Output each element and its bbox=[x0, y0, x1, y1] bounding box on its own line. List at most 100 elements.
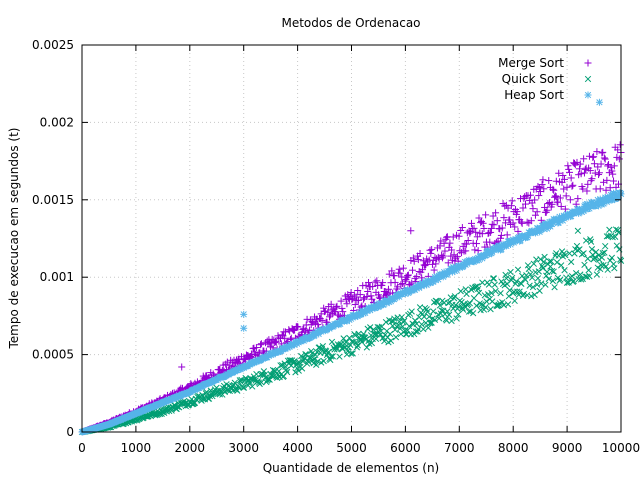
data-point bbox=[281, 334, 289, 342]
data-point bbox=[426, 246, 434, 254]
data-point bbox=[436, 242, 444, 250]
data-point bbox=[612, 233, 619, 240]
data-point bbox=[574, 195, 582, 203]
data-point bbox=[340, 335, 347, 342]
data-point bbox=[480, 224, 488, 232]
data-point bbox=[435, 255, 443, 263]
data-point bbox=[298, 365, 306, 372]
data-point bbox=[406, 323, 413, 330]
data-point bbox=[538, 280, 545, 287]
grid bbox=[82, 45, 621, 432]
data-point bbox=[542, 281, 549, 288]
data-point bbox=[519, 204, 527, 212]
data-point bbox=[549, 185, 557, 193]
data-point bbox=[534, 182, 542, 190]
data-point bbox=[379, 279, 387, 287]
data-point bbox=[466, 300, 474, 307]
data-point bbox=[579, 185, 587, 193]
data-point bbox=[354, 287, 362, 295]
data-point bbox=[462, 247, 470, 255]
data-point bbox=[427, 249, 435, 257]
data-point bbox=[472, 240, 480, 248]
y-tick-label: 0 bbox=[66, 425, 74, 439]
data-point-outlier bbox=[595, 98, 603, 106]
data-point bbox=[410, 257, 418, 265]
data-point bbox=[382, 318, 390, 326]
data-point bbox=[599, 148, 607, 156]
data-point bbox=[597, 261, 605, 269]
data-point bbox=[590, 153, 598, 161]
data-point bbox=[237, 378, 244, 385]
data-point bbox=[423, 258, 431, 266]
data-point bbox=[531, 211, 539, 219]
data-point bbox=[483, 298, 490, 305]
data-point bbox=[594, 163, 602, 171]
data-point bbox=[570, 277, 577, 285]
data-point bbox=[470, 224, 478, 232]
data-point bbox=[463, 290, 470, 298]
data-point bbox=[528, 274, 536, 281]
data-point bbox=[608, 254, 616, 261]
data-point bbox=[540, 258, 547, 265]
data-point bbox=[601, 155, 609, 163]
data-point bbox=[333, 302, 341, 310]
data-point bbox=[465, 300, 472, 308]
data-point bbox=[511, 223, 519, 231]
data-point bbox=[602, 242, 609, 250]
data-point bbox=[561, 267, 568, 274]
data-point bbox=[561, 205, 569, 213]
y-tick-label: 0.0025 bbox=[32, 38, 74, 52]
x-tick-label: 1000 bbox=[121, 441, 152, 455]
data-point bbox=[352, 339, 360, 346]
data-point bbox=[338, 304, 346, 312]
data-point bbox=[545, 177, 553, 185]
data-point bbox=[363, 344, 371, 351]
data-point bbox=[415, 326, 422, 333]
data-point bbox=[585, 267, 592, 274]
data-point bbox=[327, 300, 335, 308]
data-point bbox=[550, 268, 557, 275]
data-point bbox=[548, 200, 556, 208]
data-point bbox=[525, 265, 532, 273]
data-point bbox=[573, 158, 581, 166]
data-point bbox=[586, 167, 594, 175]
data-point bbox=[390, 272, 398, 280]
data-point bbox=[351, 301, 359, 309]
data-point bbox=[421, 313, 428, 320]
data-point bbox=[541, 253, 548, 261]
y-axis-label: Tempo de execucao em segundos (t) bbox=[7, 128, 21, 350]
data-point bbox=[576, 160, 584, 168]
data-point bbox=[457, 227, 465, 235]
data-point bbox=[528, 293, 535, 300]
x-tick-label: 6000 bbox=[390, 441, 421, 455]
data-point bbox=[418, 321, 425, 328]
data-point bbox=[321, 308, 329, 316]
x-tick-label: 2000 bbox=[175, 441, 206, 455]
data-point bbox=[308, 350, 316, 357]
data-point bbox=[567, 174, 575, 182]
data-point bbox=[294, 323, 302, 331]
x-tick-label: 0 bbox=[78, 441, 86, 455]
data-point bbox=[397, 281, 405, 289]
data-point bbox=[272, 338, 280, 346]
data-point bbox=[376, 331, 384, 339]
data-point bbox=[548, 258, 555, 265]
data-point bbox=[514, 227, 522, 235]
data-point bbox=[257, 340, 265, 348]
data-point bbox=[349, 350, 356, 357]
y-tick-label: 0.0005 bbox=[32, 348, 74, 362]
data-point bbox=[568, 258, 575, 266]
data-point bbox=[498, 224, 506, 232]
data-point bbox=[427, 319, 434, 326]
data-point bbox=[548, 267, 556, 275]
data-point bbox=[295, 367, 302, 374]
data-point bbox=[497, 290, 504, 297]
data-point bbox=[563, 183, 571, 191]
data-point bbox=[568, 182, 576, 190]
data-point bbox=[355, 296, 363, 304]
data-point bbox=[467, 228, 475, 236]
data-point bbox=[478, 301, 485, 308]
data-point bbox=[526, 282, 533, 289]
data-point bbox=[615, 229, 622, 236]
data-point bbox=[538, 262, 546, 270]
